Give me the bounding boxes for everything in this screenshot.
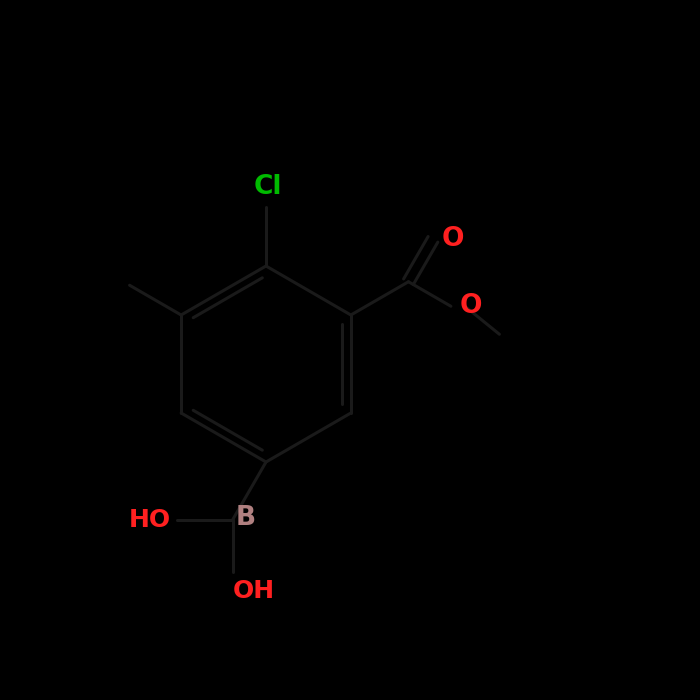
- Text: O: O: [459, 293, 482, 319]
- Text: OH: OH: [232, 579, 275, 603]
- Text: O: O: [442, 226, 464, 252]
- Text: B: B: [235, 505, 256, 531]
- Text: HO: HO: [129, 508, 171, 531]
- Text: Cl: Cl: [253, 174, 281, 199]
